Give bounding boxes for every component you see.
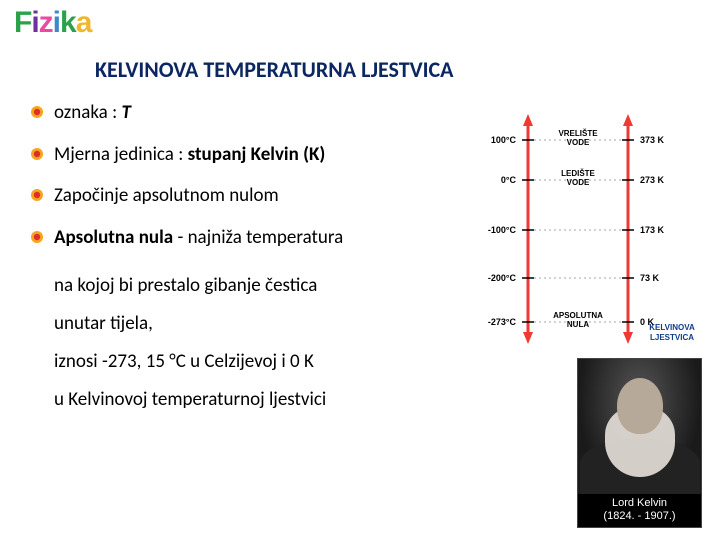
temperature-scale-diagram: 100°C373 KVRELIŠTEVODE0°C273 KLEDIŠTEVOD… bbox=[460, 100, 710, 360]
list-subtext: na kojoj bi prestalo gibanje česticaunut… bbox=[54, 267, 460, 419]
list-item: Apsolutna nula - najniža temperatura bbox=[30, 225, 460, 251]
svg-text:-200°C: -200°C bbox=[488, 273, 517, 283]
list-subtext-line: u Kelvinovoj temperaturnoj ljestvici bbox=[54, 381, 460, 419]
portrait-name: Lord Kelvin bbox=[580, 497, 699, 510]
list-item: oznaka : T bbox=[30, 100, 460, 126]
logo-letter: k bbox=[60, 6, 76, 39]
list-item-text: oznaka : T bbox=[54, 100, 131, 126]
list-item: Mjerna jedinica : stupanj Kelvin (K) bbox=[30, 142, 460, 168]
list-subtext-line: iznosi -273, 15 °C u Celzijevoj i 0 K bbox=[54, 343, 460, 381]
svg-text:APSOLUTNA: APSOLUTNA bbox=[553, 311, 603, 320]
svg-text:-273°C: -273°C bbox=[488, 317, 517, 327]
bullet-icon bbox=[30, 230, 44, 244]
list-subtext-line: unutar tijela, bbox=[54, 305, 460, 343]
logo-letter: F bbox=[14, 6, 31, 39]
portrait-years: (1824. - 1907.) bbox=[580, 510, 699, 523]
logo-letter: a bbox=[76, 6, 92, 39]
svg-text:LJESTVICA: LJESTVICA bbox=[650, 333, 694, 342]
svg-text:0°C: 0°C bbox=[501, 175, 517, 185]
svg-text:KELVINOVA: KELVINOVA bbox=[649, 323, 695, 332]
svg-text:373 K: 373 K bbox=[640, 135, 665, 145]
svg-text:VODE: VODE bbox=[567, 138, 590, 147]
logo-letter: i bbox=[53, 6, 60, 39]
svg-text:NULA: NULA bbox=[567, 320, 589, 329]
svg-text:LEDIŠTE: LEDIŠTE bbox=[561, 169, 595, 178]
portrait-image bbox=[578, 359, 701, 494]
content-list: oznaka : T Mjerna jedinica : stupanj Kelv… bbox=[30, 100, 460, 419]
logo-letter: z bbox=[39, 6, 53, 39]
list-item-text: Započinje apsolutnom nulom bbox=[54, 183, 279, 209]
svg-text:273 K: 273 K bbox=[640, 175, 665, 185]
portrait-caption: Lord Kelvin (1824. - 1907.) bbox=[578, 494, 701, 527]
list-subtext-line: na kojoj bi prestalo gibanje čestica bbox=[54, 267, 460, 305]
list-item-text: Mjerna jedinica : stupanj Kelvin (K) bbox=[54, 142, 325, 168]
svg-text:173 K: 173 K bbox=[640, 225, 665, 235]
bullet-icon bbox=[30, 105, 44, 119]
svg-text:73 K: 73 K bbox=[640, 273, 660, 283]
svg-text:VODE: VODE bbox=[567, 178, 590, 187]
portrait-lord-kelvin: Lord Kelvin (1824. - 1907.) bbox=[577, 358, 702, 528]
logo: Fizika bbox=[14, 6, 91, 40]
list-item: Započinje apsolutnom nulom bbox=[30, 183, 460, 209]
svg-text:VRELIŠTE: VRELIŠTE bbox=[558, 129, 598, 138]
svg-text:100°C: 100°C bbox=[491, 135, 517, 145]
bullet-icon bbox=[30, 188, 44, 202]
svg-text:-100°C: -100°C bbox=[488, 225, 517, 235]
list-item-text: Apsolutna nula - najniža temperatura bbox=[54, 225, 343, 251]
logo-letter: i bbox=[31, 6, 38, 39]
bullet-icon bbox=[30, 147, 44, 161]
page-title: KELVINOVA TEMPERATURNA LJESTVICA bbox=[95, 56, 453, 83]
